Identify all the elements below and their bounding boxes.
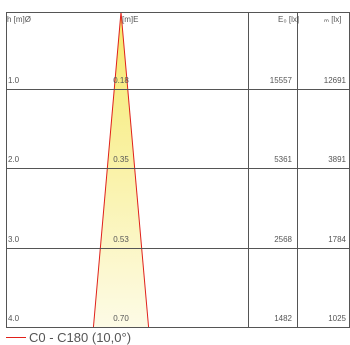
row-height-label: 3.0	[8, 235, 20, 244]
row-height-label: 1.0	[8, 76, 20, 85]
grid-frame	[6, 12, 350, 328]
legend: C0 - C180 (10,0°)	[6, 329, 132, 345]
row-diameter-label: 0.53	[113, 235, 129, 244]
legend-label: C0 - C180 (10,0°)	[29, 329, 132, 345]
row-height-label: 4.0	[8, 314, 20, 323]
row-em-value: 3891	[328, 155, 346, 164]
legend-line-swatch	[6, 336, 26, 338]
beam-edge-right	[120, 11, 150, 328]
header-e0: E₀ [lx]	[278, 15, 299, 24]
header-em: ₘ [lx]	[324, 15, 341, 24]
header-height: h [m]Ø	[7, 15, 31, 24]
row-diameter-label: 0.70	[113, 314, 129, 323]
row-e0-value: 5361	[274, 155, 292, 164]
label-layer: h [m]Ø [m]E E₀ [lx] ₘ [lx] 1.0 0.18 15557 1…	[7, 15, 347, 323]
row-diameter-label: 0.18	[113, 76, 129, 85]
beam-cone-layer	[92, 11, 150, 328]
beam-edge-left	[92, 11, 122, 328]
row-e0-value: 2568	[274, 235, 292, 244]
row-em-value: 1784	[328, 235, 346, 244]
row-em-value: 12691	[324, 76, 347, 85]
grid-layer	[6, 12, 350, 328]
row-e0-value: 15557	[270, 76, 293, 85]
header-diameter: [m]E	[122, 15, 138, 24]
row-diameter-label: 0.35	[113, 155, 129, 164]
row-e0-value: 1482	[274, 314, 292, 323]
beam-cone-fill	[93, 12, 149, 327]
row-em-value: 1025	[328, 314, 346, 323]
row-height-label: 2.0	[8, 155, 20, 164]
